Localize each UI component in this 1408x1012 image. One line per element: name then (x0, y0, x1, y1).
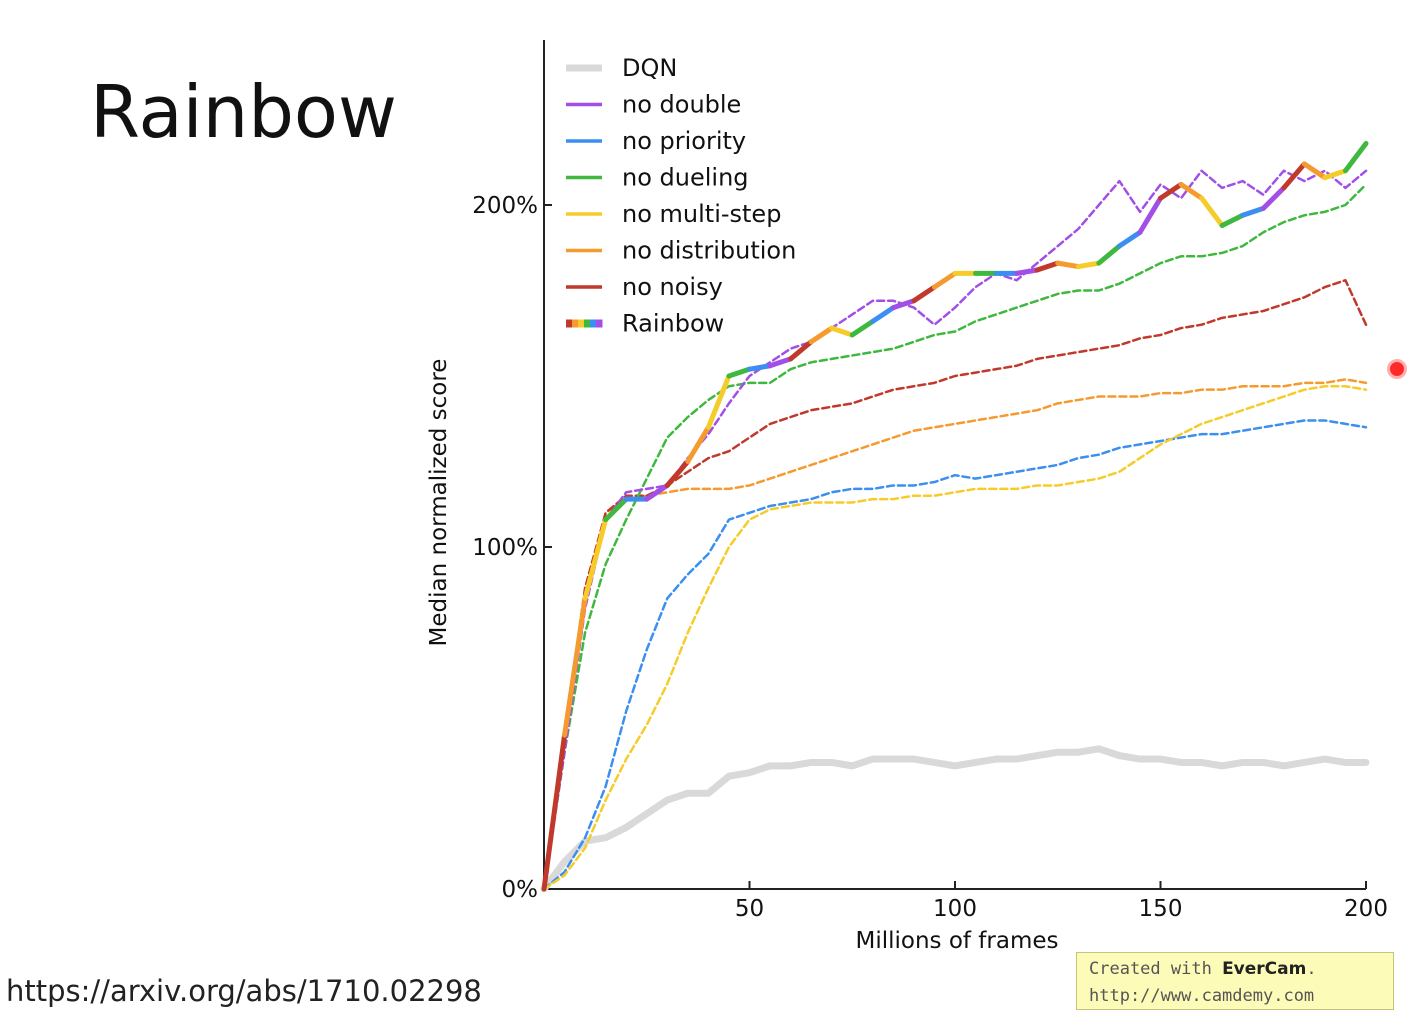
series-segment (1116, 229, 1143, 249)
legend-swatch-segment (572, 319, 579, 328)
series-no-dueling-line (542, 183, 1368, 891)
series-segment (582, 517, 609, 601)
series-segment (1342, 140, 1369, 174)
series-segment (705, 373, 732, 430)
series-no-multi-step-line (542, 385, 1368, 891)
series-segment (664, 459, 691, 488)
x-tick-label: 50 (735, 896, 764, 922)
series-segment (541, 732, 568, 892)
x-tick-label: 200 (1344, 896, 1388, 922)
legend-label: no noisy (622, 273, 723, 301)
legend-swatch-segment (584, 319, 591, 328)
x-axis-title: Millions of frames (855, 928, 1058, 954)
watermark-prefix: Created with (1089, 959, 1223, 979)
watermark-suffix: . (1306, 959, 1317, 979)
series-segment (685, 424, 711, 464)
series-segment (1301, 161, 1328, 181)
recording-indicator-icon (1387, 359, 1407, 379)
series-segment (1096, 243, 1122, 266)
series-segment (1137, 195, 1163, 235)
series-segment (911, 284, 937, 304)
series-segment (870, 305, 896, 324)
y-tick-label: 0% (502, 877, 539, 903)
series-segment (849, 318, 876, 338)
watermark-url: http://www.camdemy.com (1089, 986, 1315, 1006)
series-rainbow (541, 140, 1369, 892)
legend-label: no multi-step (622, 200, 781, 228)
series-segment (1240, 205, 1266, 218)
legend-item: no distribution (566, 237, 796, 265)
y-tick-label: 200% (472, 193, 538, 219)
x-tick-label: 100 (933, 896, 977, 922)
legend-item: DQN (566, 54, 677, 82)
legend-item: no dueling (566, 164, 749, 192)
legend-label: no double (622, 91, 741, 119)
legend-swatch-segment (578, 319, 585, 328)
series-segment (1178, 181, 1205, 201)
legend-label: DQN (622, 54, 677, 82)
series-no-priority-line (542, 419, 1368, 891)
legend-label: Rainbow (622, 310, 724, 338)
series-no-noisy-line (542, 278, 1368, 891)
series-segment (1055, 260, 1081, 270)
series-segment (1014, 267, 1040, 276)
legend-swatch-segment (590, 319, 597, 328)
x-tick-label: 150 (1139, 896, 1183, 922)
series-segment (747, 363, 773, 372)
legend-label: no priority (622, 127, 746, 155)
series-segment (644, 482, 670, 502)
series-segment (808, 325, 835, 345)
legend-label: no distribution (622, 237, 796, 265)
chart-axes: 50 100 150 200 0% 100% 200% (472, 40, 1388, 922)
series-segment (1260, 185, 1287, 211)
series-segment (1075, 260, 1102, 270)
series-segment (1322, 168, 1348, 181)
series-segment (890, 298, 917, 311)
legend-item: no double (566, 91, 741, 119)
series-segment (1034, 260, 1061, 273)
series-dqn-line (540, 745, 1370, 893)
series-segment (1199, 195, 1225, 229)
legend-item: no priority (566, 127, 746, 155)
watermark-brand: EverCam (1222, 959, 1307, 979)
y-tick-label: 100% (472, 535, 538, 561)
series-segment (562, 595, 588, 738)
series-segment (829, 325, 855, 338)
legend-swatch-segment (596, 319, 603, 328)
slide-title: Rainbow (90, 70, 397, 154)
watermark: Created with EverCam. http://www.camdemy… (1076, 952, 1394, 1010)
series-segment (1281, 161, 1307, 191)
y-axis-title: Median normalized score (426, 359, 452, 647)
legend-swatch-segment (566, 319, 573, 328)
legend-label: no dueling (622, 164, 749, 192)
legend-item: no multi-step (566, 200, 781, 228)
series-segment (1219, 212, 1246, 229)
chart-series (540, 140, 1370, 893)
series-segment (931, 270, 958, 290)
source-link[interactable]: https://arxiv.org/abs/1710.02298 (6, 974, 482, 1008)
series-segment (726, 366, 752, 379)
series-segment (1158, 181, 1184, 201)
series-segment (788, 339, 814, 362)
series-segment (767, 356, 794, 369)
legend-item: Rainbow (566, 310, 724, 338)
chart-legend: DQN no double no priority no dueling no mult… (566, 54, 796, 338)
series-no-distribution-line (542, 378, 1368, 891)
legend-item: no noisy (566, 273, 723, 301)
series-segment (603, 496, 629, 523)
